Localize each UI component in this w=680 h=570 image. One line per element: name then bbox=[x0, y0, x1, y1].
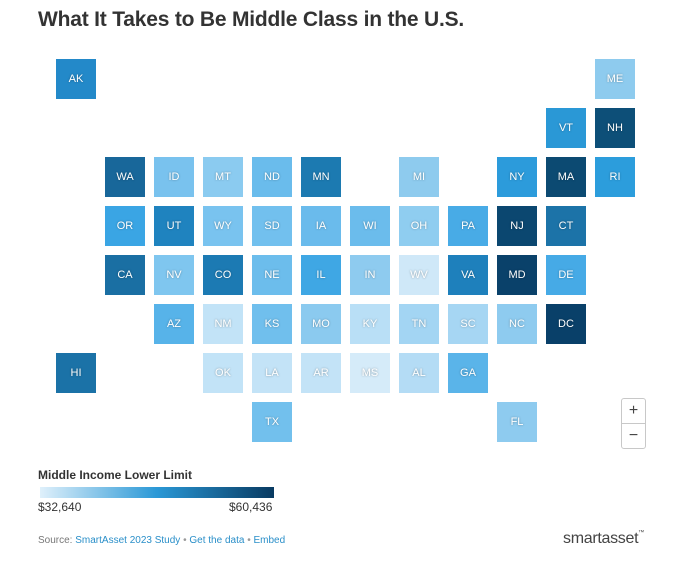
state-tile-ia[interactable]: IA bbox=[301, 206, 341, 246]
state-tile-wi[interactable]: WI bbox=[350, 206, 390, 246]
source-prefix: Source: bbox=[38, 535, 76, 546]
legend-min-label: $32,640 bbox=[38, 500, 82, 514]
smartasset-logo[interactable]: smartasset™ bbox=[563, 530, 644, 548]
state-tile-mo[interactable]: MO bbox=[301, 304, 341, 344]
state-tile-map: AK ME VT NH WA ID MT ND MN MI NY MA RI OR UT WY SD IA WI OH… bbox=[56, 59, 635, 442]
state-tile-in[interactable]: IN bbox=[350, 255, 390, 295]
state-tile-ks[interactable]: KS bbox=[252, 304, 292, 344]
zoom-in-button[interactable]: + bbox=[622, 399, 645, 424]
state-tile-nd[interactable]: ND bbox=[252, 157, 292, 197]
state-tile-sc[interactable]: SC bbox=[448, 304, 488, 344]
state-tile-md[interactable]: MD bbox=[497, 255, 537, 295]
state-tile-co[interactable]: CO bbox=[203, 255, 243, 295]
state-tile-mn[interactable]: MN bbox=[301, 157, 341, 197]
state-tile-la[interactable]: LA bbox=[252, 353, 292, 393]
state-tile-nv[interactable]: NV bbox=[154, 255, 194, 295]
state-tile-me[interactable]: ME bbox=[595, 59, 635, 99]
state-tile-tn[interactable]: TN bbox=[399, 304, 439, 344]
embed-link[interactable]: Embed bbox=[253, 535, 286, 546]
state-tile-wy[interactable]: WY bbox=[203, 206, 243, 246]
state-tile-ut[interactable]: UT bbox=[154, 206, 194, 246]
state-tile-id[interactable]: ID bbox=[154, 157, 194, 197]
state-tile-ca[interactable]: CA bbox=[105, 255, 145, 295]
legend-title: Middle Income Lower Limit bbox=[38, 468, 193, 482]
state-tile-ma[interactable]: MA bbox=[546, 157, 586, 197]
state-tile-ky[interactable]: KY bbox=[350, 304, 390, 344]
state-tile-sd[interactable]: SD bbox=[252, 206, 292, 246]
state-tile-wa[interactable]: WA bbox=[105, 157, 145, 197]
separator: • bbox=[244, 535, 254, 546]
legend-max-label: $60,436 bbox=[229, 500, 273, 514]
page-title: What It Takes to Be Middle Class in the … bbox=[38, 8, 465, 31]
state-tile-pa[interactable]: PA bbox=[448, 206, 488, 246]
state-tile-de[interactable]: DE bbox=[546, 255, 586, 295]
state-tile-ms[interactable]: MS bbox=[350, 353, 390, 393]
state-tile-az[interactable]: AZ bbox=[154, 304, 194, 344]
logo-tm: ™ bbox=[638, 530, 644, 536]
state-tile-fl[interactable]: FL bbox=[497, 402, 537, 442]
source-line: Source: SmartAsset 2023 Study • Get the … bbox=[38, 535, 285, 546]
state-tile-nm[interactable]: NM bbox=[203, 304, 243, 344]
state-tile-hi[interactable]: HI bbox=[56, 353, 96, 393]
get-data-link[interactable]: Get the data bbox=[189, 535, 245, 546]
state-tile-ga[interactable]: GA bbox=[448, 353, 488, 393]
state-tile-nh[interactable]: NH bbox=[595, 108, 635, 148]
separator: • bbox=[180, 535, 190, 546]
state-tile-ok[interactable]: OK bbox=[203, 353, 243, 393]
state-tile-dc[interactable]: DC bbox=[546, 304, 586, 344]
state-tile-nj[interactable]: NJ bbox=[497, 206, 537, 246]
state-tile-mi[interactable]: MI bbox=[399, 157, 439, 197]
state-tile-vt[interactable]: VT bbox=[546, 108, 586, 148]
state-tile-ak[interactable]: AK bbox=[56, 59, 96, 99]
zoom-out-button[interactable]: − bbox=[628, 427, 639, 444]
state-tile-ct[interactable]: CT bbox=[546, 206, 586, 246]
state-tile-oh[interactable]: OH bbox=[399, 206, 439, 246]
state-tile-al[interactable]: AL bbox=[399, 353, 439, 393]
source-study-link[interactable]: SmartAsset 2023 Study bbox=[75, 535, 181, 546]
state-tile-tx[interactable]: TX bbox=[252, 402, 292, 442]
logo-text: smartasset bbox=[563, 530, 639, 547]
state-tile-ne[interactable]: NE bbox=[252, 255, 292, 295]
state-tile-nc[interactable]: NC bbox=[497, 304, 537, 344]
state-tile-mt[interactable]: MT bbox=[203, 157, 243, 197]
state-tile-ri[interactable]: RI bbox=[595, 157, 635, 197]
state-tile-il[interactable]: IL bbox=[301, 255, 341, 295]
legend-gradient-bar bbox=[40, 487, 274, 498]
state-tile-ar[interactable]: AR bbox=[301, 353, 341, 393]
zoom-control: + − bbox=[621, 398, 646, 449]
state-tile-or[interactable]: OR bbox=[105, 206, 145, 246]
state-tile-ny[interactable]: NY bbox=[497, 157, 537, 197]
state-tile-wv[interactable]: WV bbox=[399, 255, 439, 295]
state-tile-va[interactable]: VA bbox=[448, 255, 488, 295]
